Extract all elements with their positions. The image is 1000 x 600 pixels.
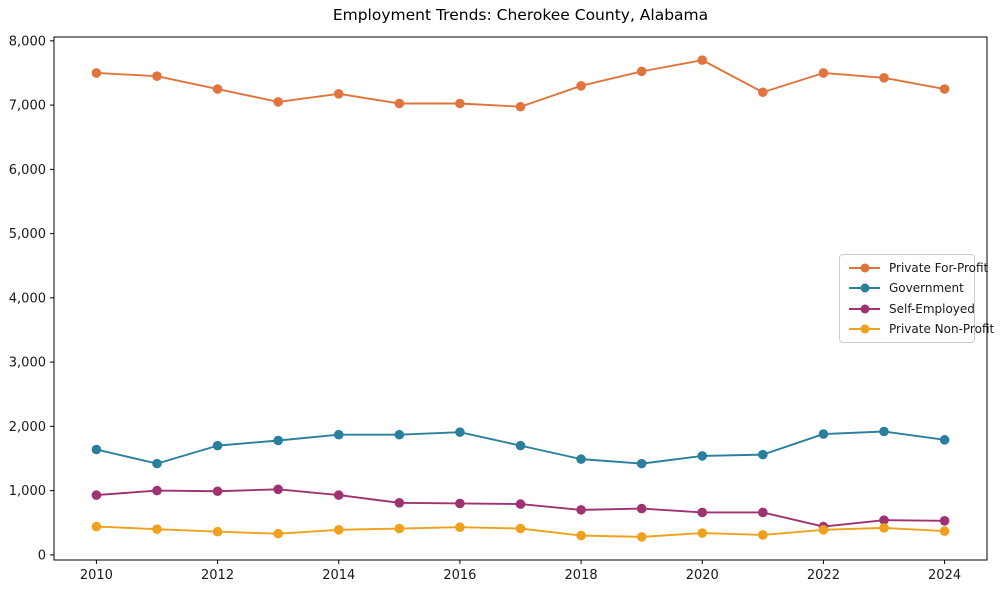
data-point-government bbox=[515, 440, 526, 451]
data-point-private-non-profit bbox=[818, 525, 829, 535]
data-point-self-employed bbox=[758, 507, 768, 518]
x-tick-label: 2014 bbox=[322, 568, 355, 583]
chart-title: Employment Trends: Cherokee County, Alab… bbox=[332, 6, 709, 24]
data-point-government bbox=[576, 454, 586, 464]
data-point-private-for-profit bbox=[152, 71, 162, 81]
data-point-self-employed bbox=[939, 516, 950, 526]
legend-item-self-employed: Self-Employed bbox=[849, 299, 975, 319]
data-point-private-for-profit bbox=[879, 72, 889, 83]
data-point-private-non-profit bbox=[212, 526, 223, 537]
legend-marker-dot bbox=[860, 283, 869, 293]
data-point-government bbox=[636, 458, 647, 469]
y-tick-label: 5,000 bbox=[9, 227, 46, 242]
data-point-private-non-profit bbox=[939, 526, 950, 536]
data-point-private-for-profit bbox=[91, 68, 102, 78]
data-point-government bbox=[818, 429, 829, 439]
legend-label: Self-Employed bbox=[889, 301, 975, 316]
data-point-self-employed bbox=[515, 499, 526, 509]
data-point-private-for-profit bbox=[333, 89, 344, 99]
y-tick-label: 0 bbox=[38, 548, 46, 563]
data-point-private-non-profit bbox=[394, 523, 405, 534]
data-point-self-employed bbox=[636, 503, 647, 514]
data-point-self-employed bbox=[152, 485, 162, 496]
data-point-self-employed bbox=[273, 484, 283, 495]
y-tick-label: 2,000 bbox=[9, 420, 46, 435]
data-point-self-employed bbox=[455, 498, 465, 509]
data-point-private-non-profit bbox=[273, 528, 283, 539]
data-point-government bbox=[697, 451, 708, 461]
data-point-self-employed bbox=[576, 505, 586, 515]
y-tick-label: 4,000 bbox=[9, 291, 46, 306]
data-point-private-for-profit bbox=[455, 98, 465, 109]
x-tick-label: 2020 bbox=[686, 568, 719, 583]
data-point-self-employed bbox=[879, 515, 889, 525]
legend-marker-dot bbox=[860, 304, 869, 314]
x-tick-label: 2016 bbox=[443, 568, 476, 583]
data-point-private-non-profit bbox=[576, 530, 586, 541]
legend-marker-dot bbox=[860, 263, 869, 273]
data-point-private-non-profit bbox=[697, 528, 708, 538]
data-point-self-employed bbox=[333, 490, 344, 500]
legend-item-government: Government bbox=[849, 278, 965, 298]
data-point-private-non-profit bbox=[879, 523, 889, 533]
x-tick-label: 2022 bbox=[807, 568, 840, 583]
data-point-private-for-profit bbox=[212, 84, 223, 94]
data-point-government bbox=[91, 444, 102, 455]
data-point-government bbox=[212, 440, 223, 451]
legend-label: Private For-Profit bbox=[889, 260, 989, 275]
legend-line-marker-swatch bbox=[849, 263, 880, 273]
data-point-private-for-profit bbox=[273, 97, 283, 107]
legend-marker-dot bbox=[860, 324, 869, 334]
data-point-private-for-profit bbox=[636, 66, 647, 77]
data-point-private-non-profit bbox=[333, 525, 344, 535]
x-tick-label: 2024 bbox=[928, 568, 961, 583]
data-point-government bbox=[394, 429, 405, 440]
x-tick-label: 2018 bbox=[565, 568, 598, 583]
data-point-government bbox=[273, 435, 283, 446]
data-point-government bbox=[758, 449, 768, 460]
data-point-private-non-profit bbox=[758, 530, 768, 540]
data-point-private-non-profit bbox=[636, 532, 647, 542]
data-point-private-non-profit bbox=[91, 521, 102, 532]
data-point-private-for-profit bbox=[697, 55, 708, 65]
data-point-private-for-profit bbox=[939, 84, 950, 94]
data-point-private-for-profit bbox=[515, 101, 526, 112]
data-point-government bbox=[333, 429, 344, 440]
legend-label: Government bbox=[889, 281, 964, 296]
data-point-government bbox=[152, 458, 162, 469]
legend-item-private-for-profit: Private For-Profit bbox=[849, 258, 988, 278]
legend-line-marker-swatch bbox=[849, 324, 880, 334]
y-tick-label: 3,000 bbox=[9, 356, 46, 371]
legend-label: Private Non-Profit bbox=[889, 322, 995, 337]
legend-line-marker-swatch bbox=[849, 283, 880, 293]
data-point-government bbox=[879, 426, 889, 437]
y-tick-label: 1,000 bbox=[9, 484, 46, 499]
data-point-government bbox=[939, 435, 950, 445]
data-point-private-for-profit bbox=[758, 87, 768, 98]
data-point-self-employed bbox=[212, 486, 223, 497]
legend-line-marker-swatch bbox=[849, 304, 880, 314]
y-tick-label: 8,000 bbox=[9, 34, 46, 49]
data-point-private-non-profit bbox=[455, 522, 465, 533]
data-point-private-non-profit bbox=[152, 524, 162, 534]
data-point-private-for-profit bbox=[818, 68, 829, 78]
plot-border bbox=[53, 36, 988, 561]
data-point-government bbox=[455, 427, 465, 437]
y-tick-label: 6,000 bbox=[9, 163, 46, 178]
data-point-self-employed bbox=[91, 490, 102, 500]
legend-item-private-non-profit: Private Non-Profit bbox=[849, 319, 994, 339]
y-tick-label: 7,000 bbox=[9, 99, 46, 114]
x-tick-label: 2010 bbox=[80, 568, 113, 583]
data-point-private-for-profit bbox=[576, 81, 586, 91]
data-point-self-employed bbox=[394, 498, 405, 508]
series-line-private-for-profit bbox=[95, 59, 946, 108]
chart-legend: Private For-Profit Government Self-Employe… bbox=[839, 254, 994, 343]
data-point-private-non-profit bbox=[515, 523, 526, 534]
x-tick-label: 2012 bbox=[201, 568, 234, 583]
data-point-private-for-profit bbox=[394, 98, 405, 109]
data-point-self-employed bbox=[697, 507, 708, 518]
